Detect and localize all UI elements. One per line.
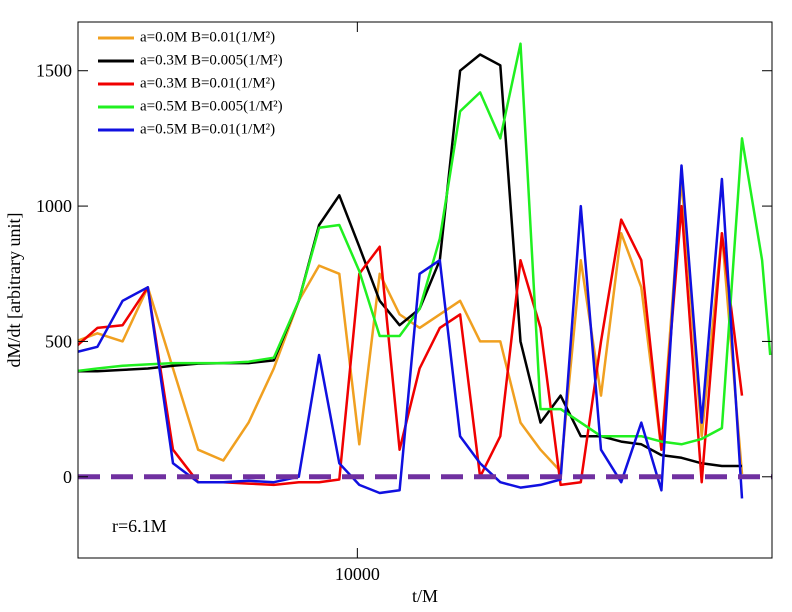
x-tick-label: 10000 bbox=[335, 564, 380, 584]
y-tick-label: 1500 bbox=[36, 61, 72, 81]
legend-label: a=0.0M B=0.01(1/M²) bbox=[140, 29, 275, 45]
legend-label: a=0.5M B=0.01(1/M²) bbox=[140, 121, 275, 137]
legend-label: a=0.3M B=0.01(1/M²) bbox=[140, 75, 275, 91]
y-axis-label: dM/dt [arbitrary unit] bbox=[4, 213, 24, 368]
series-line bbox=[78, 164, 744, 499]
series-line bbox=[78, 177, 744, 475]
series-line bbox=[78, 42, 772, 446]
annotation: r=6.1M bbox=[112, 516, 167, 536]
x-axis-label: t/M bbox=[412, 586, 438, 606]
y-tick-label: 500 bbox=[45, 331, 72, 351]
plot-area bbox=[78, 42, 772, 499]
plot-frame bbox=[77, 21, 773, 559]
y-tick-label: 1000 bbox=[36, 196, 72, 216]
legend-label: a=0.5M B=0.005(1/M²) bbox=[140, 98, 283, 114]
legend-label: a=0.3M B=0.005(1/M²) bbox=[140, 52, 283, 68]
y-tick-label: 0 bbox=[63, 467, 72, 487]
series-line bbox=[78, 204, 744, 487]
